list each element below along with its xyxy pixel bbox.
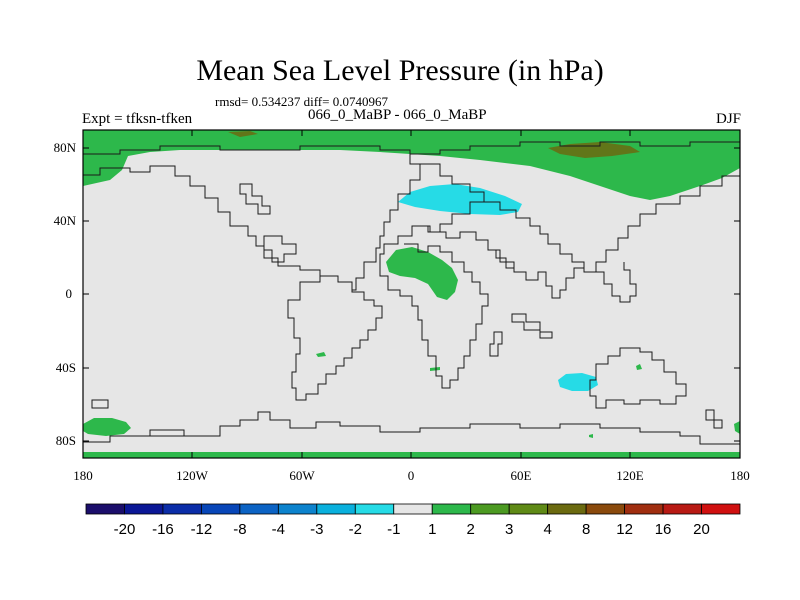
east-edge-positive-patch [734, 421, 740, 434]
colorbar-label-2: -12 [191, 521, 213, 538]
colorbar-box-10 [470, 503, 510, 515]
experiment-label: Expt = tfksn-tfken [82, 111, 193, 127]
lon-label-120e: 120E [616, 468, 644, 483]
lon-label-0: 0 [408, 468, 415, 483]
colorbar-label-1: -16 [152, 521, 174, 538]
small-positive-patch-1 [316, 352, 326, 357]
period-label: 066_0_MaBP - 066_0_MaBP [308, 107, 487, 123]
lat-label-80n: 80N [54, 140, 77, 155]
colorbar-box-13 [585, 503, 625, 515]
africa-positive-region [386, 247, 458, 300]
southern-pacific-positive-region [83, 418, 131, 436]
colorbar-label-13: 12 [616, 521, 633, 538]
lat-axis [83, 147, 740, 442]
colorbar-label-9: 2 [467, 521, 475, 538]
greenland-brown-patch [228, 131, 258, 137]
coastline-north-america [83, 154, 421, 291]
coastline-madagascar [489, 331, 503, 357]
coastline-indonesia [511, 313, 553, 339]
colorbar-label-11: 4 [543, 521, 551, 538]
coastline-south-america [287, 275, 383, 401]
lon-label-120w: 120W [176, 468, 209, 483]
colorbar-box-2 [162, 503, 202, 515]
colorbar-label-0: -20 [114, 521, 136, 538]
colorbar-label-3: -8 [233, 521, 246, 538]
lat-label-40s: 40S [56, 360, 76, 375]
colorbar-box-6 [316, 503, 356, 515]
colorbar-label-10: 3 [505, 521, 513, 538]
colorbar-label-7: -1 [387, 521, 400, 538]
lon-label-60e: 60E [511, 468, 532, 483]
small-positive-patch-4 [589, 434, 593, 438]
north-atlantic-negative-region [398, 184, 522, 215]
coastline-gulf-mexico [263, 235, 297, 263]
colorbar-box-12 [547, 503, 587, 515]
colorbar-box-9 [431, 503, 472, 515]
lat-label-40n: 40N [54, 213, 77, 228]
colorbar-label-12: 8 [582, 521, 590, 538]
colorbar-label-6: -2 [349, 521, 362, 538]
coastline-antarctic-islands [91, 399, 185, 437]
colorbar-box-4 [239, 503, 279, 515]
colorbar-box-8 [393, 503, 433, 515]
coastline-new-zealand [705, 409, 723, 429]
lon-label-180w: 180 [73, 468, 93, 483]
coastline-europe-africa [379, 163, 489, 389]
coastline-arabia-india [488, 249, 584, 299]
coastlines [83, 141, 740, 445]
colorbar-label-4: -4 [272, 521, 285, 538]
coastline-antarctica [83, 411, 740, 445]
colorbar-box-15 [662, 503, 702, 515]
coastline-australia [589, 347, 687, 409]
colorbar-box-0 [85, 503, 125, 515]
colorbar-label-5: -3 [310, 521, 323, 538]
lon-label-180e: 180 [730, 468, 750, 483]
colorbar-box-1 [124, 503, 164, 515]
small-positive-patch-2 [430, 367, 440, 371]
colorbar-box-5 [277, 503, 318, 515]
small-positive-patch-3 [636, 364, 642, 370]
colorbar-label-15: 20 [693, 521, 710, 538]
colorbar-box-11 [508, 503, 549, 515]
stats-text: rmsd= 0.534237 diff= 0.0740967 [215, 94, 388, 109]
colorbar: -20 -16 -12 -8 -4 -3 -2 -1 1 2 3 4 8 12 16 20 [85, 503, 741, 538]
colorbar-box-14 [624, 503, 664, 515]
lat-label-eq: 0 [66, 286, 73, 301]
colorbar-box-7 [354, 503, 395, 515]
coastline-hudson-bay [239, 183, 271, 215]
lon-label-60w: 60W [289, 468, 315, 483]
coastline-southeast-asia [596, 262, 637, 303]
south-indian-negative-region [558, 373, 598, 391]
colorbar-box-3 [201, 503, 241, 515]
coastline-arctic [83, 141, 740, 155]
lon-axis [191, 130, 631, 458]
coastline-asia [484, 175, 740, 273]
coastline-mediterranean [412, 225, 514, 269]
colorbar-label-8: 1 [428, 521, 436, 538]
colorbar-box-16 [701, 503, 741, 515]
map-title: Mean Sea Level Pressure (in hPa) [196, 54, 604, 87]
lat-label-80s: 80S [56, 433, 76, 448]
season-label: DJF [715, 111, 741, 127]
colorbar-label-14: 16 [655, 521, 672, 538]
